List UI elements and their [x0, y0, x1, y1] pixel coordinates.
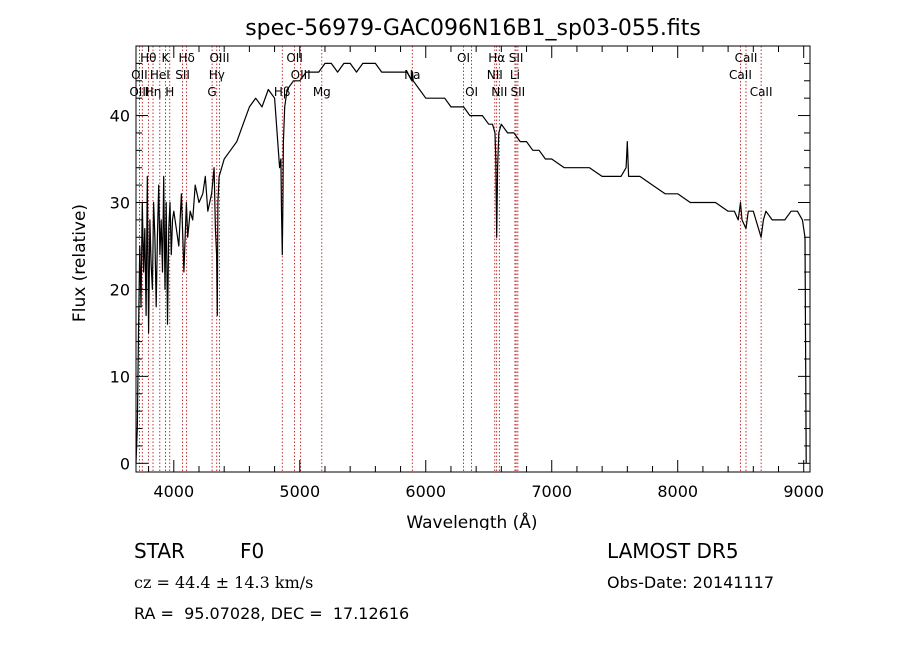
line-label: Hα — [488, 51, 505, 65]
line-label: OI — [457, 51, 470, 65]
line-label: OIII — [291, 68, 311, 82]
x-tick-label: 7000 — [531, 482, 572, 501]
line-label: Li — [510, 68, 520, 82]
line-label: HeI — [150, 68, 170, 82]
line-markers — [139, 46, 762, 472]
line-label: SII — [510, 85, 525, 99]
y-tick-label: 30 — [110, 193, 130, 212]
line-label: Hθ — [140, 51, 156, 65]
line-label: H — [165, 85, 174, 99]
y-tick-label: 0 — [120, 454, 130, 473]
y-tick-label: 20 — [110, 280, 130, 299]
x-axis-label: Wavelength (Å) — [406, 511, 537, 530]
spectrum-series-line — [135, 62, 807, 464]
line-label: CaII — [729, 68, 752, 82]
line-label: CaII — [735, 51, 758, 65]
x-tick-label: 9000 — [783, 482, 824, 501]
line-label: CaII — [750, 85, 773, 99]
coordinates: RA = 95.07028, DEC = 17.12616 — [134, 604, 410, 623]
chart-title: spec-56979-GAC096N16B1_sp03-055.fits — [245, 16, 701, 41]
line-label: OIII — [209, 51, 229, 65]
line-label: K — [162, 51, 171, 65]
line-label: Hγ — [209, 68, 225, 82]
spectrum-chart: spec-56979-GAC096N16B1_sp03-055.fits Hθ K… — [70, 16, 824, 530]
x-tick-label: 6000 — [405, 482, 446, 501]
x-tick-label: 5000 — [279, 482, 320, 501]
survey-name: LAMOST DR5 — [607, 539, 739, 563]
x-tick-label: 4000 — [153, 482, 194, 501]
object-class: STAR — [134, 539, 185, 563]
plot-frame — [135, 45, 811, 473]
line-label: NII — [487, 68, 503, 82]
y-tick-label: 40 — [110, 107, 130, 126]
redshift-cz: cz = 44.4 ± 14.3 km/s — [134, 573, 314, 592]
y-tick-label: 10 — [110, 367, 130, 386]
line-label: OIII — [129, 85, 149, 99]
x-tick-label: 8000 — [657, 482, 698, 501]
line-label: Mg — [313, 85, 331, 99]
series-layer — [135, 62, 807, 464]
line-label: G — [207, 85, 216, 99]
line-label: Hβ — [274, 85, 291, 99]
obs-date: Obs-Date: 20141117 — [607, 573, 775, 592]
axes-layer: 4000 5000 6000 7000 8000 9000 0 10 20 30 40 — [110, 46, 824, 501]
object-subclass: F0 — [240, 539, 265, 563]
line-label: Hδ — [178, 51, 194, 65]
line-label: OI — [465, 85, 478, 99]
line-label: OII — [286, 51, 303, 65]
line-label: SII — [175, 68, 190, 82]
y-axis-label: Flux (relative) — [70, 204, 90, 322]
line-label: NII — [491, 85, 507, 99]
line-label: Hη — [145, 85, 162, 99]
line-label: SII — [509, 51, 524, 65]
line-label: OII — [131, 68, 148, 82]
